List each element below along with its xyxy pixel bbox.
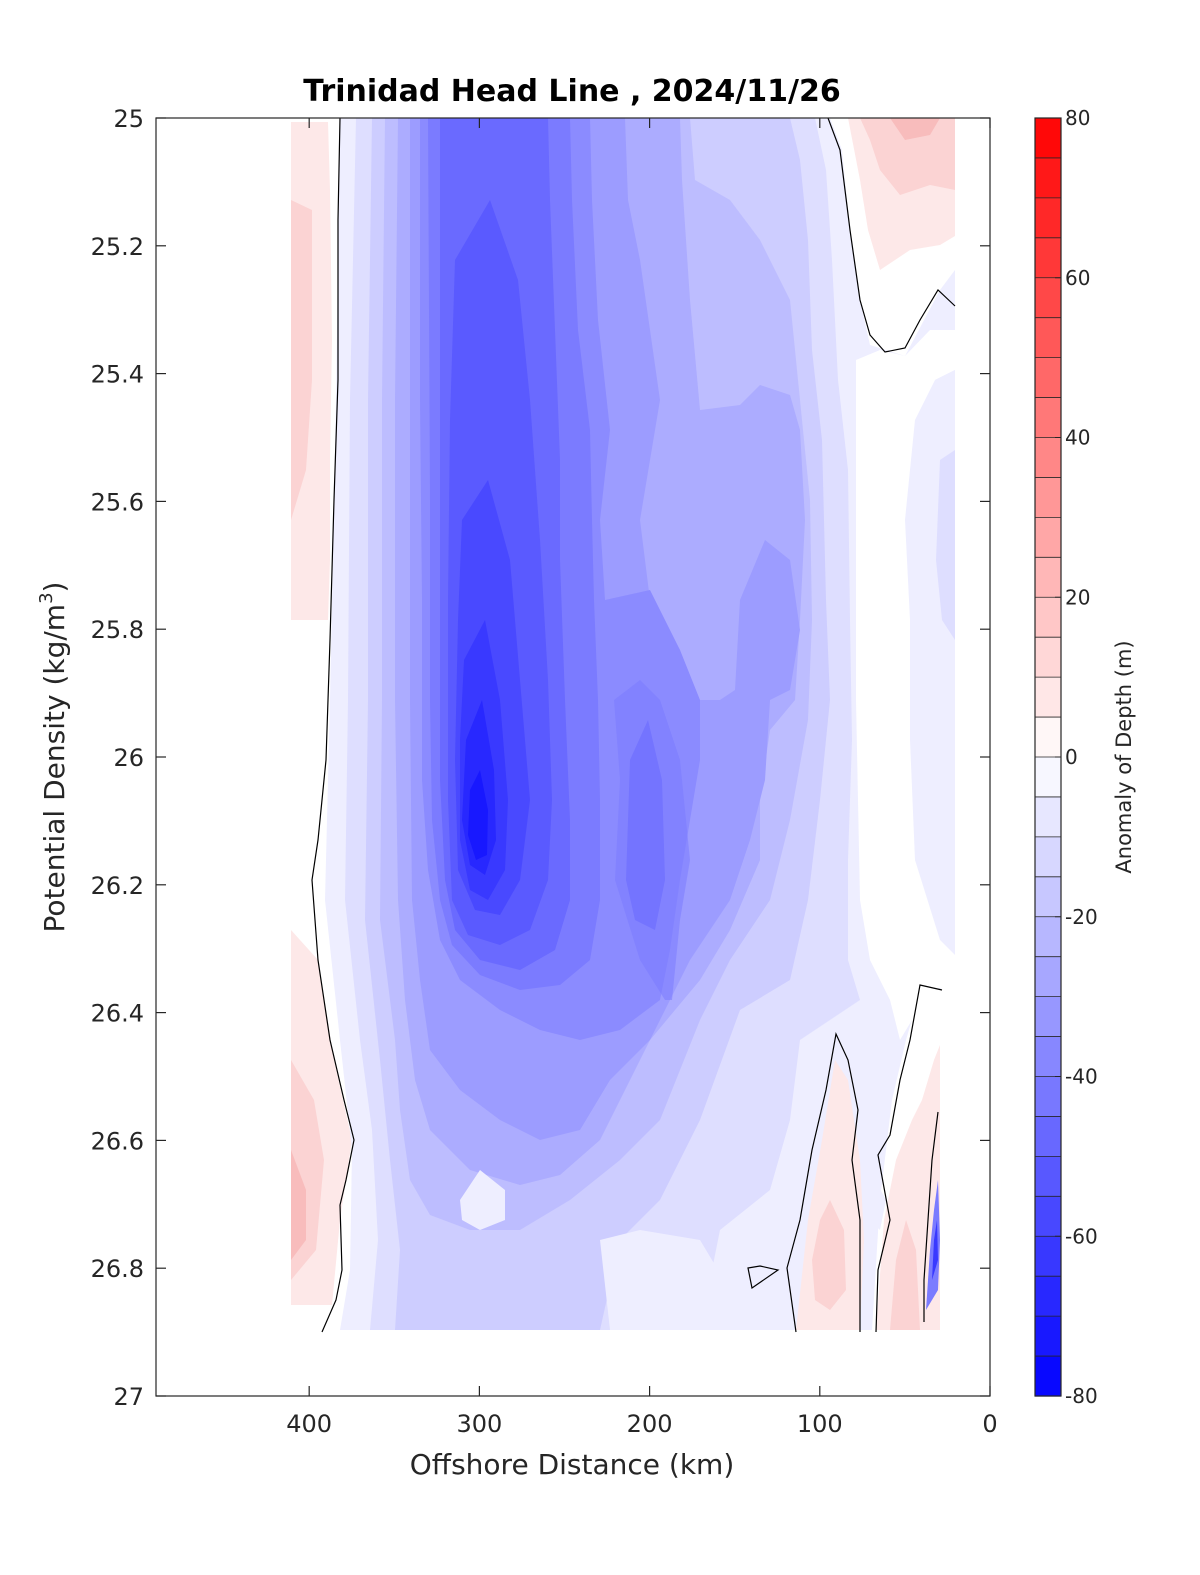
zero-contour-coast-deep-3 — [923, 1111, 939, 1322]
colorbar-segment — [1035, 796, 1061, 838]
colorbar-segment — [1035, 1316, 1061, 1357]
zero-contour-west — [311, 118, 355, 1333]
colorbar-segment — [1035, 956, 1061, 998]
colorbar-segment — [1035, 557, 1061, 598]
colorbar-tick-label: 60 — [1065, 266, 1090, 290]
x-tick-label: 300 — [456, 1410, 502, 1438]
y-tick-label: 26.6 — [91, 1127, 144, 1155]
colorbar-ticks: 80 60 40 20 0 -20 -40 -60 -80 — [1055, 106, 1098, 1408]
y-tick-label: 25.8 — [91, 616, 144, 644]
y-tick-label: 25.2 — [91, 233, 144, 261]
colorbar-segment — [1035, 876, 1061, 918]
zero-contour-coast-deep-2 — [875, 984, 943, 1333]
y-tick-label: 27 — [113, 1383, 144, 1411]
colorbar-segment — [1035, 836, 1061, 878]
colorbar-tick-label: -20 — [1065, 905, 1098, 929]
y-tick-label: 26.8 — [91, 1255, 144, 1283]
colorbar-tick-label: -40 — [1065, 1065, 1098, 1089]
colorbar-segment — [1035, 996, 1061, 1038]
x-axis: 400 300 200 100 0 — [286, 118, 998, 1438]
positive-anomaly-coast — [848, 118, 955, 270]
y-tick-label: 26 — [113, 744, 144, 772]
zero-contour-coast-top — [827, 118, 956, 353]
y-tick-label: 26.4 — [91, 1000, 144, 1028]
colorbar-segment — [1035, 1236, 1061, 1277]
positive-anomaly-west — [291, 122, 352, 1305]
colorbar-segment — [1035, 637, 1061, 678]
colorbar-segment — [1035, 437, 1061, 479]
colorbar-tick-label: -80 — [1065, 1384, 1098, 1408]
colorbar-segment — [1035, 118, 1061, 159]
colorbar-tick-label: 40 — [1065, 426, 1090, 450]
x-axis-label: Offshore Distance (km) — [410, 1448, 735, 1481]
colorbar-segment — [1035, 357, 1061, 399]
y-axis-label: Potential Density (kg/m3) — [36, 582, 71, 933]
colorbar-segment — [1035, 717, 1061, 758]
colorbar-segment — [1035, 157, 1061, 199]
colorbar-segment — [1035, 1036, 1061, 1078]
colorbar-segment — [1035, 277, 1061, 319]
y-tick-label: 25.6 — [91, 488, 144, 516]
colorbar-segment — [1035, 1076, 1061, 1118]
x-tick-label: 200 — [627, 1410, 673, 1438]
x-tick-label: 100 — [797, 1410, 843, 1438]
white-gap-nearshore — [862, 1140, 886, 1230]
colorbar — [1035, 118, 1061, 1397]
colorbar-tick-label: -60 — [1065, 1224, 1098, 1248]
contour-fill-layer — [291, 118, 955, 1330]
colorbar-segment — [1035, 597, 1061, 638]
zero-contour-closed-loop — [747, 1265, 780, 1290]
colorbar-segment — [1035, 197, 1061, 239]
colorbar-tick-label: 0 — [1065, 745, 1078, 769]
zero-contour-lines — [311, 118, 956, 1333]
colorbar-segment — [1035, 1356, 1061, 1397]
negative-anomaly-coast-strip-2 — [936, 450, 955, 640]
zero-contour-coast-deep-1 — [786, 1032, 861, 1333]
colorbar-segment — [1035, 477, 1061, 518]
y-axis-label-superscript: 3 — [36, 592, 57, 603]
positive-anomaly-coast-deep — [796, 1045, 940, 1330]
colorbar-label: Anomaly of Depth (m) — [1112, 640, 1136, 873]
colorbar-segment — [1035, 517, 1061, 558]
negative-anomaly-level-70 — [468, 770, 488, 860]
colorbar-segment — [1035, 1156, 1061, 1197]
negative-anomaly-secondary-level-35 — [614, 680, 690, 1000]
negative-anomaly-nearshore-2 — [932, 1220, 938, 1280]
x-tick-label: 0 — [982, 1410, 997, 1438]
y-axis: 25 25.2 25.4 25.6 25.8 26 26.2 26.4 26.6 26.8 27 — [91, 105, 990, 1411]
colorbar-segment — [1035, 397, 1061, 439]
colorbar-segment — [1035, 916, 1061, 958]
colorbar-segment — [1035, 1116, 1061, 1157]
y-tick-label: 25 — [113, 105, 144, 133]
y-tick-label: 26.2 — [91, 872, 144, 900]
x-tick-label: 400 — [286, 1410, 332, 1438]
negative-anomaly-light-patch — [460, 1170, 505, 1230]
chart-title: Trinidad Head Line , 2024/11/26 — [303, 74, 840, 109]
y-tick-label: 25.4 — [91, 361, 144, 389]
colorbar-segment — [1035, 237, 1061, 279]
colorbar-tick-label: 80 — [1065, 106, 1090, 130]
colorbar-segment — [1035, 677, 1061, 718]
negative-anomaly-light-patch-2 — [600, 1230, 730, 1330]
colorbar-segment — [1035, 1196, 1061, 1237]
colorbar-segment — [1035, 1276, 1061, 1317]
colorbar-tick-label: 20 — [1065, 585, 1090, 609]
zero-band-coast — [856, 330, 955, 1040]
colorbar-segment — [1035, 757, 1061, 798]
colorbar-segment — [1035, 317, 1061, 359]
negative-anomaly-nearshore — [926, 1180, 940, 1310]
